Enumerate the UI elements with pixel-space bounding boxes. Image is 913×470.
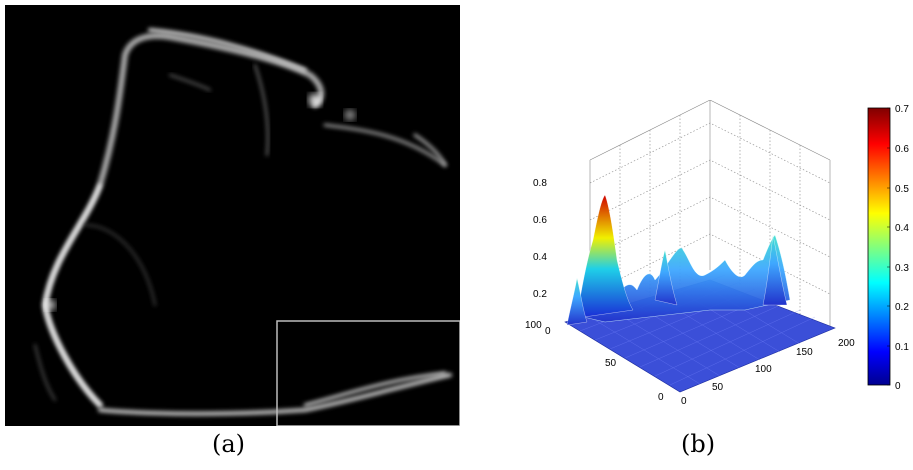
x-tick: 50 xyxy=(712,382,724,393)
colorbar xyxy=(867,107,891,386)
z-tick: 0 xyxy=(545,326,551,337)
z-tick: 0.6 xyxy=(533,215,547,226)
y-tick: 0 xyxy=(658,392,664,403)
colorbar-tick: 0.2 xyxy=(895,302,909,313)
z-tick: 0.4 xyxy=(533,252,547,263)
bright-spot xyxy=(309,94,321,106)
region-box xyxy=(276,320,460,426)
x-tick: 0 xyxy=(681,396,687,407)
z-axis-ticks: 0 0.2 0.4 0.6 0.8 xyxy=(533,178,551,337)
surface-plot: 0 0.2 0.4 0.6 0.8 0 50 100 150 200 0 50 … xyxy=(525,100,909,407)
bright-spot xyxy=(345,110,355,120)
colorbar-tick: 0.6 xyxy=(895,144,909,155)
colorbar-ticks xyxy=(887,107,890,386)
z-tick: 0.2 xyxy=(533,289,547,300)
x-axis-ticks: 0 50 100 150 200 xyxy=(681,338,855,407)
caption-b: (b) xyxy=(681,430,716,458)
secondary-peak xyxy=(566,277,588,326)
y-tick: 50 xyxy=(605,358,617,369)
colorbar-tick: 0.5 xyxy=(895,184,909,195)
colorbar-tick: 0.3 xyxy=(895,263,909,274)
colorbar-tick: 0.4 xyxy=(895,223,909,234)
colorbar-tick-labels: 0 0.1 0.2 0.3 0.4 0.5 0.6 0.7 xyxy=(895,104,909,392)
z-tick: 0.8 xyxy=(533,178,547,189)
x-tick: 100 xyxy=(755,364,772,375)
x-tick: 200 xyxy=(838,338,855,349)
y-axis-ticks: 0 50 100 xyxy=(525,320,664,403)
colorbar-tick: 0.1 xyxy=(895,342,909,353)
edge-map-image xyxy=(5,5,460,426)
caption-a: (a) xyxy=(212,430,246,458)
colorbar-tick: 0.7 xyxy=(895,104,909,115)
axes-box xyxy=(589,100,831,330)
y-tick: 100 xyxy=(525,320,542,331)
x-tick: 150 xyxy=(796,347,813,358)
right-peak xyxy=(762,234,788,306)
bright-spot xyxy=(45,300,55,310)
colorbar-tick: 0 xyxy=(895,381,901,392)
middle-peak xyxy=(654,249,678,306)
main-peak xyxy=(576,194,634,319)
